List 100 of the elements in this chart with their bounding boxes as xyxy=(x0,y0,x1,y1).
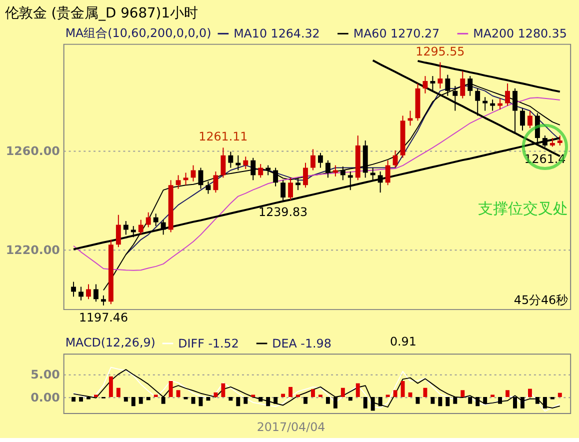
candlestick xyxy=(392,150,398,168)
legend-title: MACD(12,26,9) xyxy=(65,336,156,350)
bar xyxy=(214,392,218,397)
candlestick xyxy=(325,160,330,178)
bar xyxy=(460,390,465,397)
line-series xyxy=(416,60,561,93)
candlestick xyxy=(422,76,428,94)
bar xyxy=(131,397,136,406)
bar xyxy=(176,390,180,397)
candlestick xyxy=(520,108,525,132)
candlestick xyxy=(332,164,338,177)
candlestick xyxy=(512,88,518,134)
candlestick xyxy=(288,177,294,200)
candlestick xyxy=(243,156,248,170)
bar xyxy=(310,389,315,397)
candlestick xyxy=(160,219,166,236)
bar xyxy=(258,397,263,402)
bar xyxy=(326,397,330,404)
candlestick xyxy=(370,167,376,181)
bar xyxy=(124,397,128,402)
bar xyxy=(161,397,166,404)
candlestick xyxy=(528,110,532,129)
legend-label: DIFF -1.52 xyxy=(178,336,239,350)
bar xyxy=(528,388,532,397)
annotation: 1239.83 xyxy=(258,205,308,220)
bar xyxy=(168,381,173,397)
legend-title: MA组合(10,60,200,0,0,0) xyxy=(65,26,212,40)
candlestick xyxy=(228,151,234,168)
bar xyxy=(535,397,540,404)
candlestick xyxy=(71,281,76,298)
chart-title: 伦敦金 (贵金属_D 9687)1小时 xyxy=(4,6,198,22)
candlestick xyxy=(250,157,256,181)
bar xyxy=(416,397,420,404)
candlestick xyxy=(123,220,128,236)
candlestick xyxy=(430,76,436,92)
candlestick xyxy=(116,214,121,248)
bar xyxy=(483,397,488,404)
bar xyxy=(281,394,286,397)
candlestick xyxy=(438,62,443,89)
candlestick xyxy=(475,88,480,116)
candlestick xyxy=(206,180,211,194)
candlestick xyxy=(130,226,136,238)
candlestick xyxy=(258,164,264,178)
y-tick-label: 1220.00 xyxy=(6,243,60,258)
candlestick xyxy=(280,180,286,201)
candlestick xyxy=(408,110,413,126)
candlestick xyxy=(385,160,390,186)
bar xyxy=(558,392,562,397)
candlestick xyxy=(490,99,496,112)
bar xyxy=(356,383,360,397)
bar xyxy=(228,397,233,401)
bar xyxy=(288,386,293,397)
annotation: 1197.46 xyxy=(78,310,128,324)
bar xyxy=(304,397,308,404)
bar xyxy=(72,397,76,402)
bar xyxy=(236,397,240,406)
bar xyxy=(146,397,150,400)
annotation: 支撑位交叉处 xyxy=(478,200,568,218)
candlestick xyxy=(100,294,106,306)
bar xyxy=(191,397,196,404)
candlestick xyxy=(460,70,466,99)
candlestick xyxy=(183,172,188,186)
annotation: 45分46秒 xyxy=(514,293,568,308)
bar xyxy=(340,388,345,397)
legend-label: MA60 1270.27 xyxy=(353,26,440,41)
legend-label: MA10 1264.32 xyxy=(234,26,320,41)
bar xyxy=(221,383,226,397)
candlestick xyxy=(138,219,144,236)
bar xyxy=(363,397,368,408)
candlestick xyxy=(296,177,300,191)
candlestick xyxy=(86,284,91,300)
bar xyxy=(244,397,248,404)
bar xyxy=(274,397,278,404)
bar xyxy=(79,397,83,402)
candlestick xyxy=(176,174,181,190)
bar xyxy=(446,397,450,406)
legend-label: DEA -1.98 xyxy=(272,336,332,350)
legend-label: MA200 1280.35 xyxy=(473,26,567,41)
candlestick xyxy=(153,213,158,227)
candlestick xyxy=(198,167,204,190)
bar xyxy=(430,397,435,404)
candlestick xyxy=(482,96,488,112)
text: 0.91 xyxy=(390,334,416,349)
y-tick-label: 5.00 xyxy=(30,368,60,382)
candlestick xyxy=(348,170,353,191)
bar xyxy=(506,390,510,397)
bar xyxy=(438,397,442,406)
bar xyxy=(453,397,458,404)
candlestick xyxy=(190,164,196,182)
bar xyxy=(116,388,120,397)
candlestick xyxy=(213,170,218,194)
bar xyxy=(498,397,502,404)
candlestick xyxy=(340,166,346,181)
candlestick xyxy=(498,98,503,110)
annotation: 1295.55 xyxy=(416,44,465,58)
candlestick xyxy=(318,152,323,168)
candlestick xyxy=(94,284,98,302)
candlestick xyxy=(273,167,278,187)
bar xyxy=(108,376,113,397)
bar xyxy=(206,397,210,401)
